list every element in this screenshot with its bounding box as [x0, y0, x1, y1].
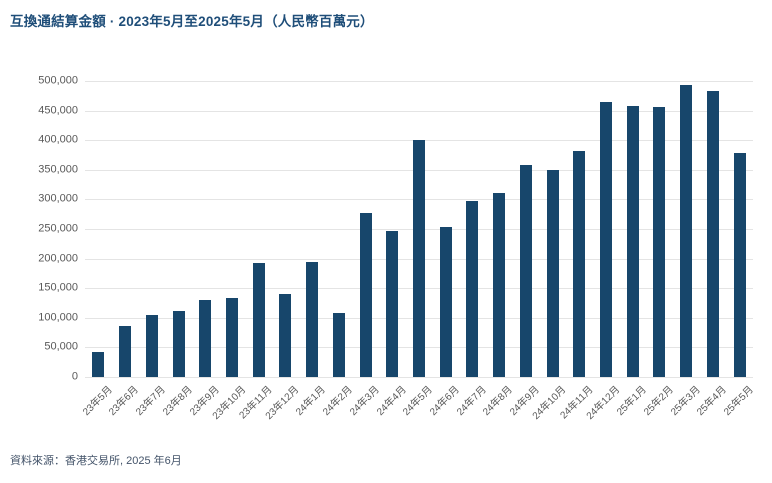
chart-title: 互換通結算金額 · 2023年5月至2025年5月（人民幣百萬元）: [10, 14, 374, 29]
y-tick-label: 200,000: [38, 252, 78, 265]
y-tick-label: 150,000: [38, 281, 78, 294]
y-tick-label: 300,000: [38, 192, 78, 205]
bar: [466, 200, 479, 377]
bar: [199, 300, 212, 377]
bar: [733, 153, 746, 377]
bar: [145, 314, 158, 377]
gridline: [85, 110, 753, 112]
bar: [439, 226, 452, 377]
bar: [706, 91, 719, 377]
y-tick-label: 400,000: [38, 133, 78, 146]
bar: [680, 84, 693, 377]
y-tick-label: 450,000: [38, 104, 78, 117]
bar: [92, 351, 105, 377]
y-tick-label: 250,000: [38, 222, 78, 235]
bar: [279, 294, 292, 377]
bar: [519, 165, 532, 377]
bar: [359, 213, 372, 377]
gridline: [85, 377, 753, 378]
bar: [600, 101, 613, 377]
bar: [413, 139, 425, 377]
y-tick-label: 50,000: [44, 340, 78, 353]
bar: [653, 107, 666, 377]
y-tick-label: 100,000: [38, 311, 78, 324]
bar: [573, 150, 586, 377]
bar: [546, 169, 559, 377]
y-tick-label: 350,000: [38, 163, 78, 176]
bar: [332, 313, 345, 377]
y-tick-label: 0: [71, 370, 78, 383]
y-tick-label: 500,000: [38, 74, 78, 87]
bar: [626, 105, 639, 377]
bar: [252, 263, 265, 377]
bar: [306, 261, 319, 377]
bar: [119, 326, 132, 377]
bar: [386, 231, 399, 377]
bar: [225, 297, 238, 377]
gridline: [85, 81, 753, 82]
bar: [172, 310, 185, 377]
source-note: 資料來源：香港交易所, 2025 年6月: [10, 455, 182, 467]
bar: [493, 192, 506, 377]
